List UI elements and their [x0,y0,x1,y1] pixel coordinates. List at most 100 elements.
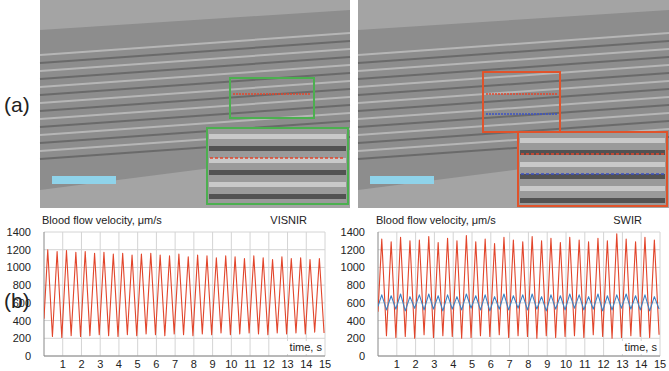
x-tick-label: 1 [394,358,400,370]
x-tick-label: 10 [560,358,572,370]
y-tick-label: 1400 [7,226,31,238]
inset-stripe [520,138,665,143]
panel-label: (a) [4,93,30,116]
grid-line [44,285,325,286]
grid-line [660,232,661,356]
x-tick-label: 14 [635,358,647,370]
region-box [230,78,314,118]
grid-line [81,232,82,356]
inset-stripe [520,174,665,179]
x-tick-label: 2 [78,358,84,370]
y-tick-label: 800 [13,279,31,291]
y-tick-label: 1000 [341,261,365,273]
grid-line [156,232,157,356]
y-axis [378,232,379,356]
x-tick-label: 15 [319,358,331,370]
inset-stripe [209,158,346,163]
x-tick-label: 3 [97,358,103,370]
y-tick-label: 1200 [341,244,365,256]
grid-line [490,232,491,356]
grid-line [566,232,567,356]
chart-subtitle: VISNIR [270,214,307,226]
grid-line [641,232,642,356]
grid-line [434,232,435,356]
x-tick-label: 4 [116,358,122,370]
scale-bar [52,176,116,184]
grid-line [472,232,473,356]
grid-line [250,232,251,356]
grid-line [396,232,397,356]
measure-line [486,113,557,115]
grid-line [509,232,510,356]
series-line [378,294,659,311]
x-tick-label: 9 [544,358,550,370]
inset-stripe [209,146,346,151]
y-tick-label: 600 [13,297,31,309]
chart: 0200400600800100012001400123456789101112… [341,214,667,370]
scale-bar [370,176,434,184]
grid-line [378,302,660,303]
measure-line [521,153,664,155]
x-label-bg [612,341,658,354]
grid-line [287,232,288,356]
x-tick-label: 12 [597,358,609,370]
x-tick-label: 11 [244,358,255,370]
inset-stripe [520,150,665,155]
measure-line [521,173,664,175]
measure-line [233,93,311,95]
x-tick-label: 5 [469,358,475,370]
x-tick-label: 14 [300,358,312,370]
grid-line [62,232,63,356]
y-tick-label: 200 [13,332,31,344]
grid-line [378,285,660,286]
image-background [358,0,669,208]
grid-line [44,249,325,250]
chart-subtitle: SWIR [613,214,642,226]
measure-line [210,157,345,159]
x-tick-label: 8 [191,358,197,370]
inset-stripe [520,162,665,167]
grid-line [44,338,325,339]
y-tick-label: 800 [347,279,365,291]
y-axis [44,232,45,356]
grid-line [453,232,454,356]
tissue [358,10,669,190]
grid-line [603,232,604,356]
plot-area [44,250,324,338]
x-axis [378,356,660,357]
grid-line [44,302,325,303]
x-tick-label: 10 [225,358,237,370]
image-background [40,0,350,208]
x-tick-label: 13 [281,358,293,370]
grid-line [306,232,307,356]
x-tick-label: 3 [431,358,437,370]
x-tick-label: 7 [172,358,178,370]
x-tick-label: 13 [616,358,628,370]
x-axis-label: time, s [290,341,323,353]
y-tick-label: 400 [347,315,365,327]
y-tick-label: 1400 [341,226,365,238]
inset [207,128,348,204]
x-tick-label: 5 [135,358,141,370]
grid-line [100,232,101,356]
x-axis-label: time, s [625,341,658,353]
y-tick-label: 0 [359,350,365,362]
inset-stripe [209,182,346,187]
grid-line [44,356,325,357]
x-tick-label: 4 [450,358,456,370]
inset [518,132,667,206]
tissue [40,10,350,190]
x-tick-label: 8 [525,358,531,370]
x-tick-label: 12 [263,358,275,370]
grid-line [137,232,138,356]
inset-stripe [209,194,346,199]
inset-stripe [520,198,665,203]
x-tick-label: 11 [579,358,590,370]
x-label-bg [277,341,323,354]
inset-stripe [209,134,346,139]
measure-line [486,93,557,95]
region-box [483,72,560,132]
grid-line [622,232,623,356]
y-tick-label: 200 [347,332,365,344]
chart-title: Blood flow velocity, μm/s [42,214,162,226]
